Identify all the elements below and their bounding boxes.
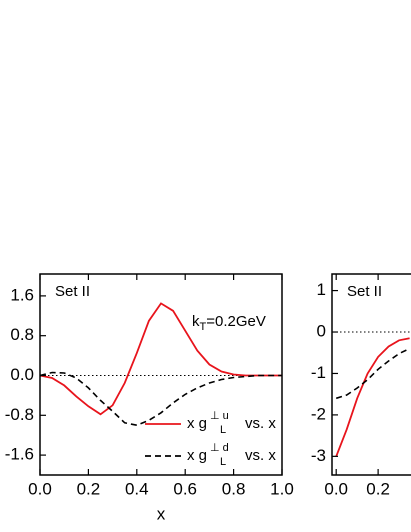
series-line — [39, 371, 282, 427]
x-tick-label: 0.2 — [77, 479, 101, 498]
x-axis-label: x — [157, 504, 166, 523]
x-tick-label: 0.2 — [366, 479, 390, 498]
y-tick-label: -1.6 — [5, 445, 34, 464]
legend-name: x g — [187, 415, 207, 432]
legend-sup: ⊥ u — [210, 410, 229, 422]
y-tick-label: 0.8 — [10, 325, 34, 344]
y-tick-label: 0.0 — [10, 365, 34, 384]
annotation: Set II — [347, 283, 382, 300]
annotation-suffix: =0.2GeV — [206, 313, 266, 330]
x-tick-label: 0.8 — [222, 479, 246, 498]
plot: 0.0 0.2 1 0 -1 -2 -3 Set II — [311, 273, 411, 498]
x-tick-label: 0.4 — [125, 479, 149, 498]
legend-name: x g — [187, 447, 207, 464]
annotation: Set II — [55, 283, 90, 300]
y-tick-label: -3 — [311, 446, 326, 465]
x-tick-label: 1.0 — [270, 479, 294, 498]
plot: 0.0 0.2 0.4 0.6 0.8 1.0 1.6 0.8 0.0 -0.8 -1.6 Set I… — [5, 273, 294, 523]
annotation: kT=0.2GeV — [192, 313, 266, 333]
plot-frame — [331, 273, 411, 476]
x-tick-label: 0.6 — [173, 479, 197, 498]
annotation-text: Set II — [347, 283, 382, 300]
y-tick-label: -2 — [311, 404, 326, 423]
y-tick-label: 1.6 — [10, 285, 34, 304]
y-tick-label: -1 — [311, 363, 326, 382]
annotation-sub: T — [200, 321, 207, 333]
legend-sub: L — [220, 424, 226, 436]
legend-suffix: vs. x — [245, 415, 276, 432]
y-tick-label: 1 — [317, 280, 326, 299]
legend-suffix: vs. x — [245, 447, 276, 464]
y-tick-label: 0 — [317, 322, 326, 341]
annotation-text: Set II — [55, 283, 90, 300]
x-tick-label: 0.0 — [28, 479, 52, 498]
legend-sup: ⊥ d — [210, 442, 229, 454]
series-line — [335, 337, 410, 457]
plot-frame — [39, 273, 283, 476]
x-tick-label: 0.0 — [324, 479, 348, 498]
series-line — [335, 347, 410, 400]
y-tick-label: -0.8 — [5, 405, 34, 424]
annotation-text: k — [192, 313, 200, 330]
series-line — [39, 302, 282, 416]
legend-sub: L — [220, 456, 226, 468]
